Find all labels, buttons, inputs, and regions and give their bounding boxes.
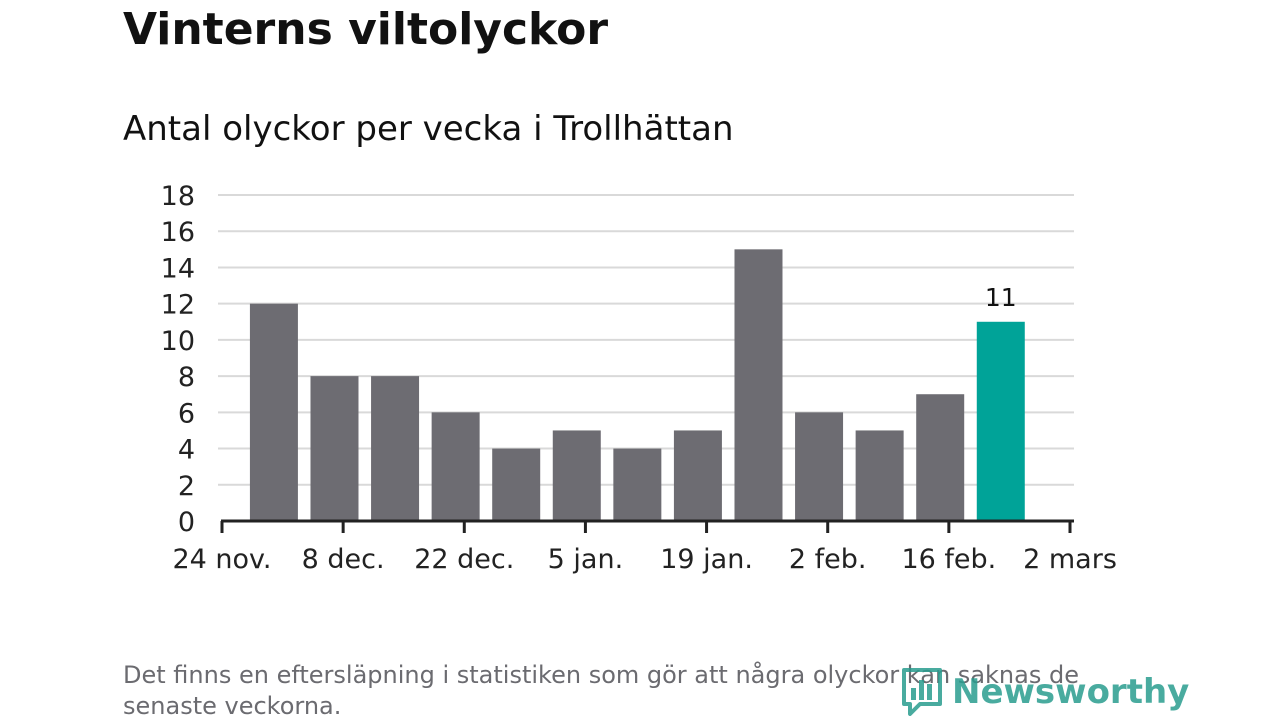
bar (431, 412, 480, 521)
y-tick-label: 2 (178, 471, 195, 502)
bar (371, 376, 420, 521)
x-tick-label: 2 mars (1023, 544, 1117, 575)
logo-text: Newsworthy (952, 672, 1190, 712)
bars (249, 249, 1025, 522)
y-tick-label: 14 (161, 253, 195, 284)
x-axis (220, 519, 1074, 533)
chart-title: Vinterns viltolyckor (123, 4, 609, 55)
y-tick-label: 0 (178, 507, 195, 538)
bar (734, 249, 783, 522)
x-tick-label: 22 dec. (414, 544, 514, 575)
y-tick-label: 18 (161, 181, 195, 212)
bar (310, 376, 359, 521)
data-label: 11 (985, 283, 1017, 312)
gridlines (218, 194, 1074, 486)
chart-subtitle: Antal olyckor per vecka i Trollhättan (123, 109, 734, 149)
x-tick-label: 16 feb. (901, 544, 996, 575)
y-tick-label: 10 (161, 326, 195, 357)
x-axis-tick-labels: 24 nov. 8 dec. 22 dec. 5 jan. 19 jan. 2 feb. 1… (172, 544, 1116, 575)
y-tick-label: 6 (178, 398, 195, 429)
bar (916, 394, 965, 521)
bar (795, 412, 844, 521)
bar (552, 430, 601, 521)
x-tick-label: 2 feb. (789, 544, 867, 575)
bar (855, 430, 904, 521)
x-tick-label: 8 dec. (302, 544, 385, 575)
bar (613, 448, 662, 521)
y-tick-label: 16 (161, 217, 195, 248)
bar-chart: 0 2 4 6 8 10 12 14 16 18 24 nov. 8 dec. 22 dec. 5 ja… (161, 181, 1117, 575)
data-labels: 11 (985, 283, 1017, 312)
x-tick-label: 24 nov. (172, 544, 271, 575)
y-axis-tick-labels: 0 2 4 6 8 10 12 14 16 18 (161, 181, 195, 538)
y-tick-label: 12 (161, 290, 195, 321)
bar-chart-bubble-icon (902, 668, 942, 716)
bar (673, 430, 722, 521)
bar-highlighted (976, 321, 1025, 521)
bar (249, 303, 298, 521)
x-tick-label: 19 jan. (660, 544, 753, 575)
y-tick-label: 8 (178, 362, 195, 393)
x-tick-label: 5 jan. (548, 544, 624, 575)
y-tick-label: 4 (178, 435, 195, 466)
bar (492, 448, 541, 521)
newsworthy-logo: Newsworthy (900, 664, 1189, 720)
